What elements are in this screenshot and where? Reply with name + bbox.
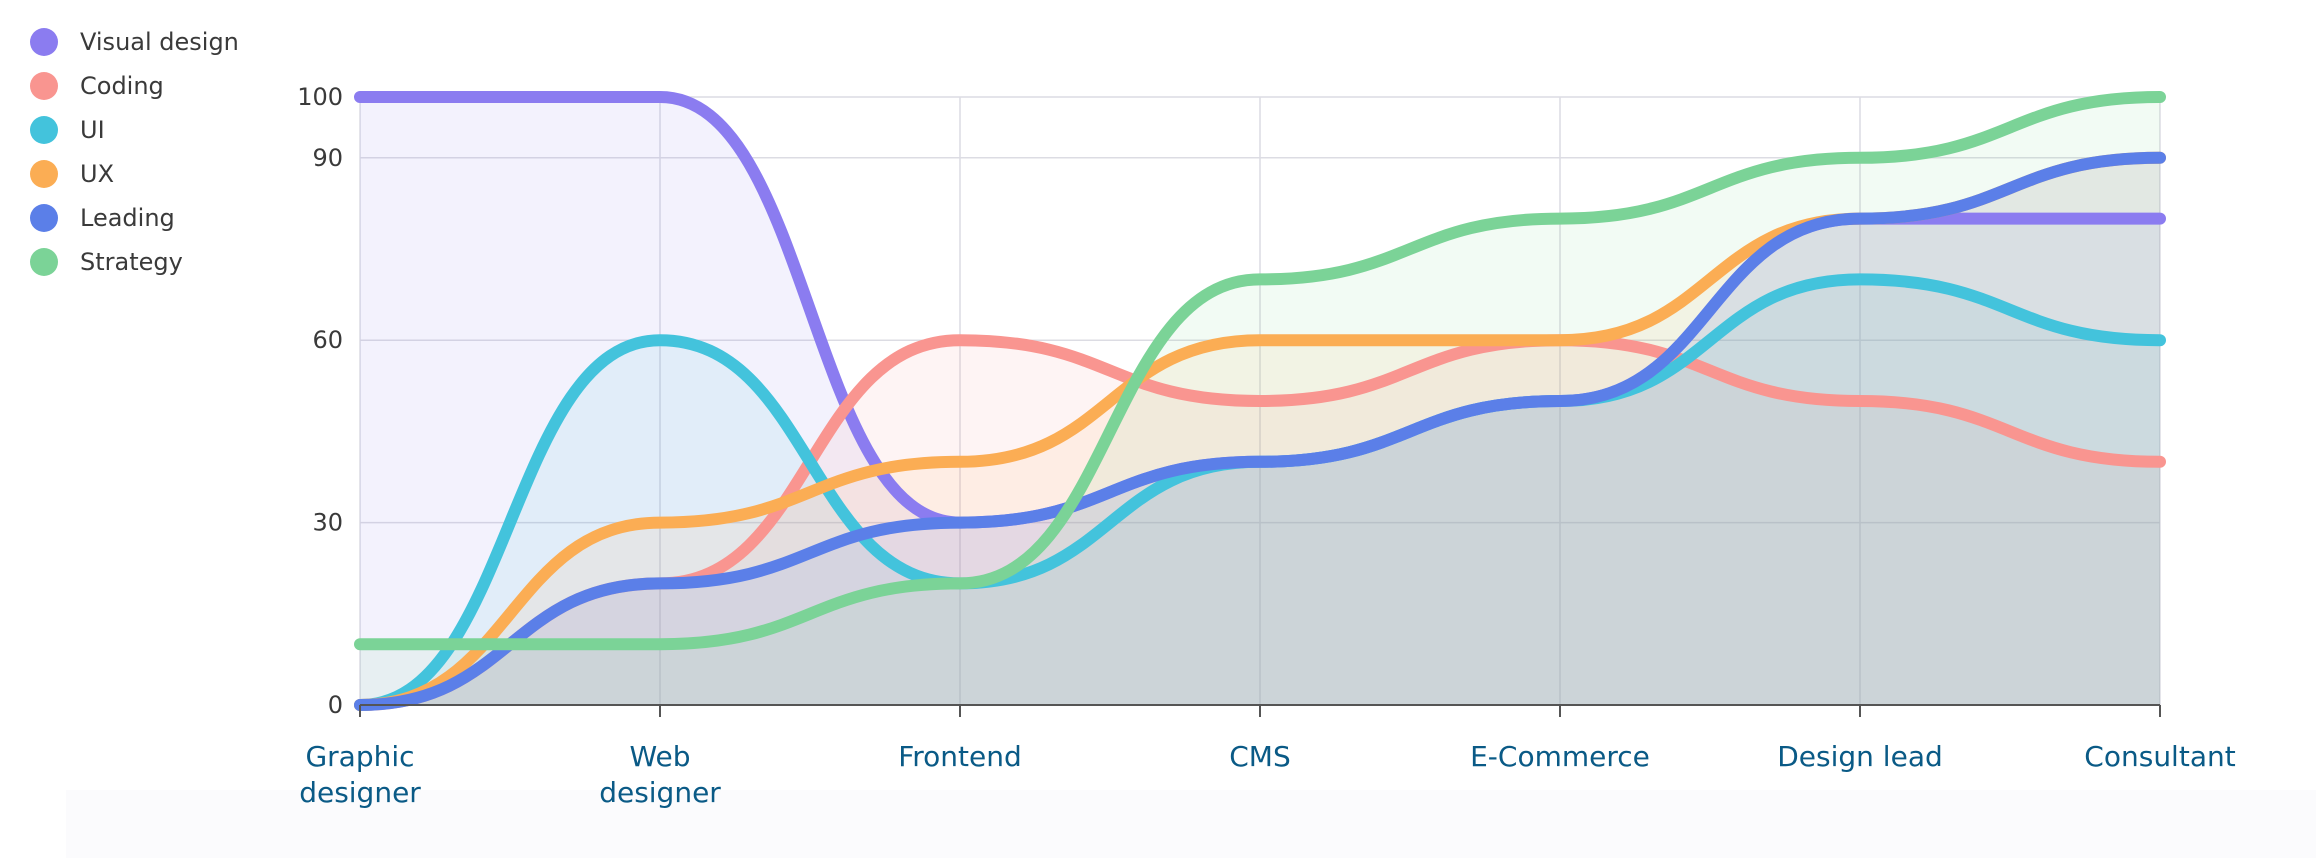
- legend-dot-icon: [30, 248, 58, 276]
- x-tick-label: Frontend: [898, 740, 1022, 773]
- legend-item-leading[interactable]: Leading: [30, 196, 239, 240]
- legend: Visual design Coding UI UX Leading Strategy: [30, 20, 239, 284]
- x-tick-label: Consultant: [2084, 740, 2235, 773]
- legend-item-visual-design[interactable]: Visual design: [30, 20, 239, 64]
- legend-dot-icon: [30, 116, 58, 144]
- legend-label: Coding: [80, 72, 164, 100]
- area-leading: [360, 157, 2160, 706]
- line-leading: [354, 151, 2166, 711]
- x-tick-label: Design lead: [1777, 740, 1943, 773]
- chart-footer-panel: [66, 790, 2316, 858]
- legend-label: UX: [80, 160, 115, 188]
- legend-label: Visual design: [80, 28, 239, 56]
- x-tick-labels: Graphic designer Web designer Frontend CMS E-C…: [299, 740, 2236, 809]
- legend-dot-icon: [30, 72, 58, 100]
- y-tick-label: 90: [312, 144, 343, 172]
- legend-item-ui[interactable]: UI: [30, 108, 239, 152]
- legend-label: UI: [80, 116, 105, 144]
- x-tick-label: Web designer: [599, 740, 721, 809]
- x-tick-label: CMS: [1229, 740, 1290, 773]
- y-tick-labels: 0 30 60 90 100: [297, 83, 343, 719]
- area-ux: [360, 157, 2160, 706]
- y-tick-label: 60: [312, 326, 343, 354]
- legend-dot-icon: [30, 160, 58, 188]
- legend-item-ux[interactable]: UX: [30, 152, 239, 196]
- legend-label: Leading: [80, 204, 175, 232]
- y-tick-label: 0: [328, 691, 343, 719]
- legend-label: Strategy: [80, 248, 183, 276]
- legend-item-strategy[interactable]: Strategy: [30, 240, 239, 284]
- x-tick-label: Graphic designer: [299, 740, 421, 809]
- axes: [359, 704, 2161, 717]
- legend-dot-icon: [30, 28, 58, 56]
- y-tick-label: 30: [312, 509, 343, 537]
- x-tick-label: E-Commerce: [1470, 740, 1650, 773]
- area-ui: [360, 279, 2160, 705]
- legend-dot-icon: [30, 204, 58, 232]
- line-ui: [354, 273, 2166, 711]
- line-strategy: [354, 91, 2166, 651]
- series-lines: [354, 90, 2166, 711]
- y-tick-label: 100: [297, 83, 343, 111]
- legend-item-coding[interactable]: Coding: [30, 64, 239, 108]
